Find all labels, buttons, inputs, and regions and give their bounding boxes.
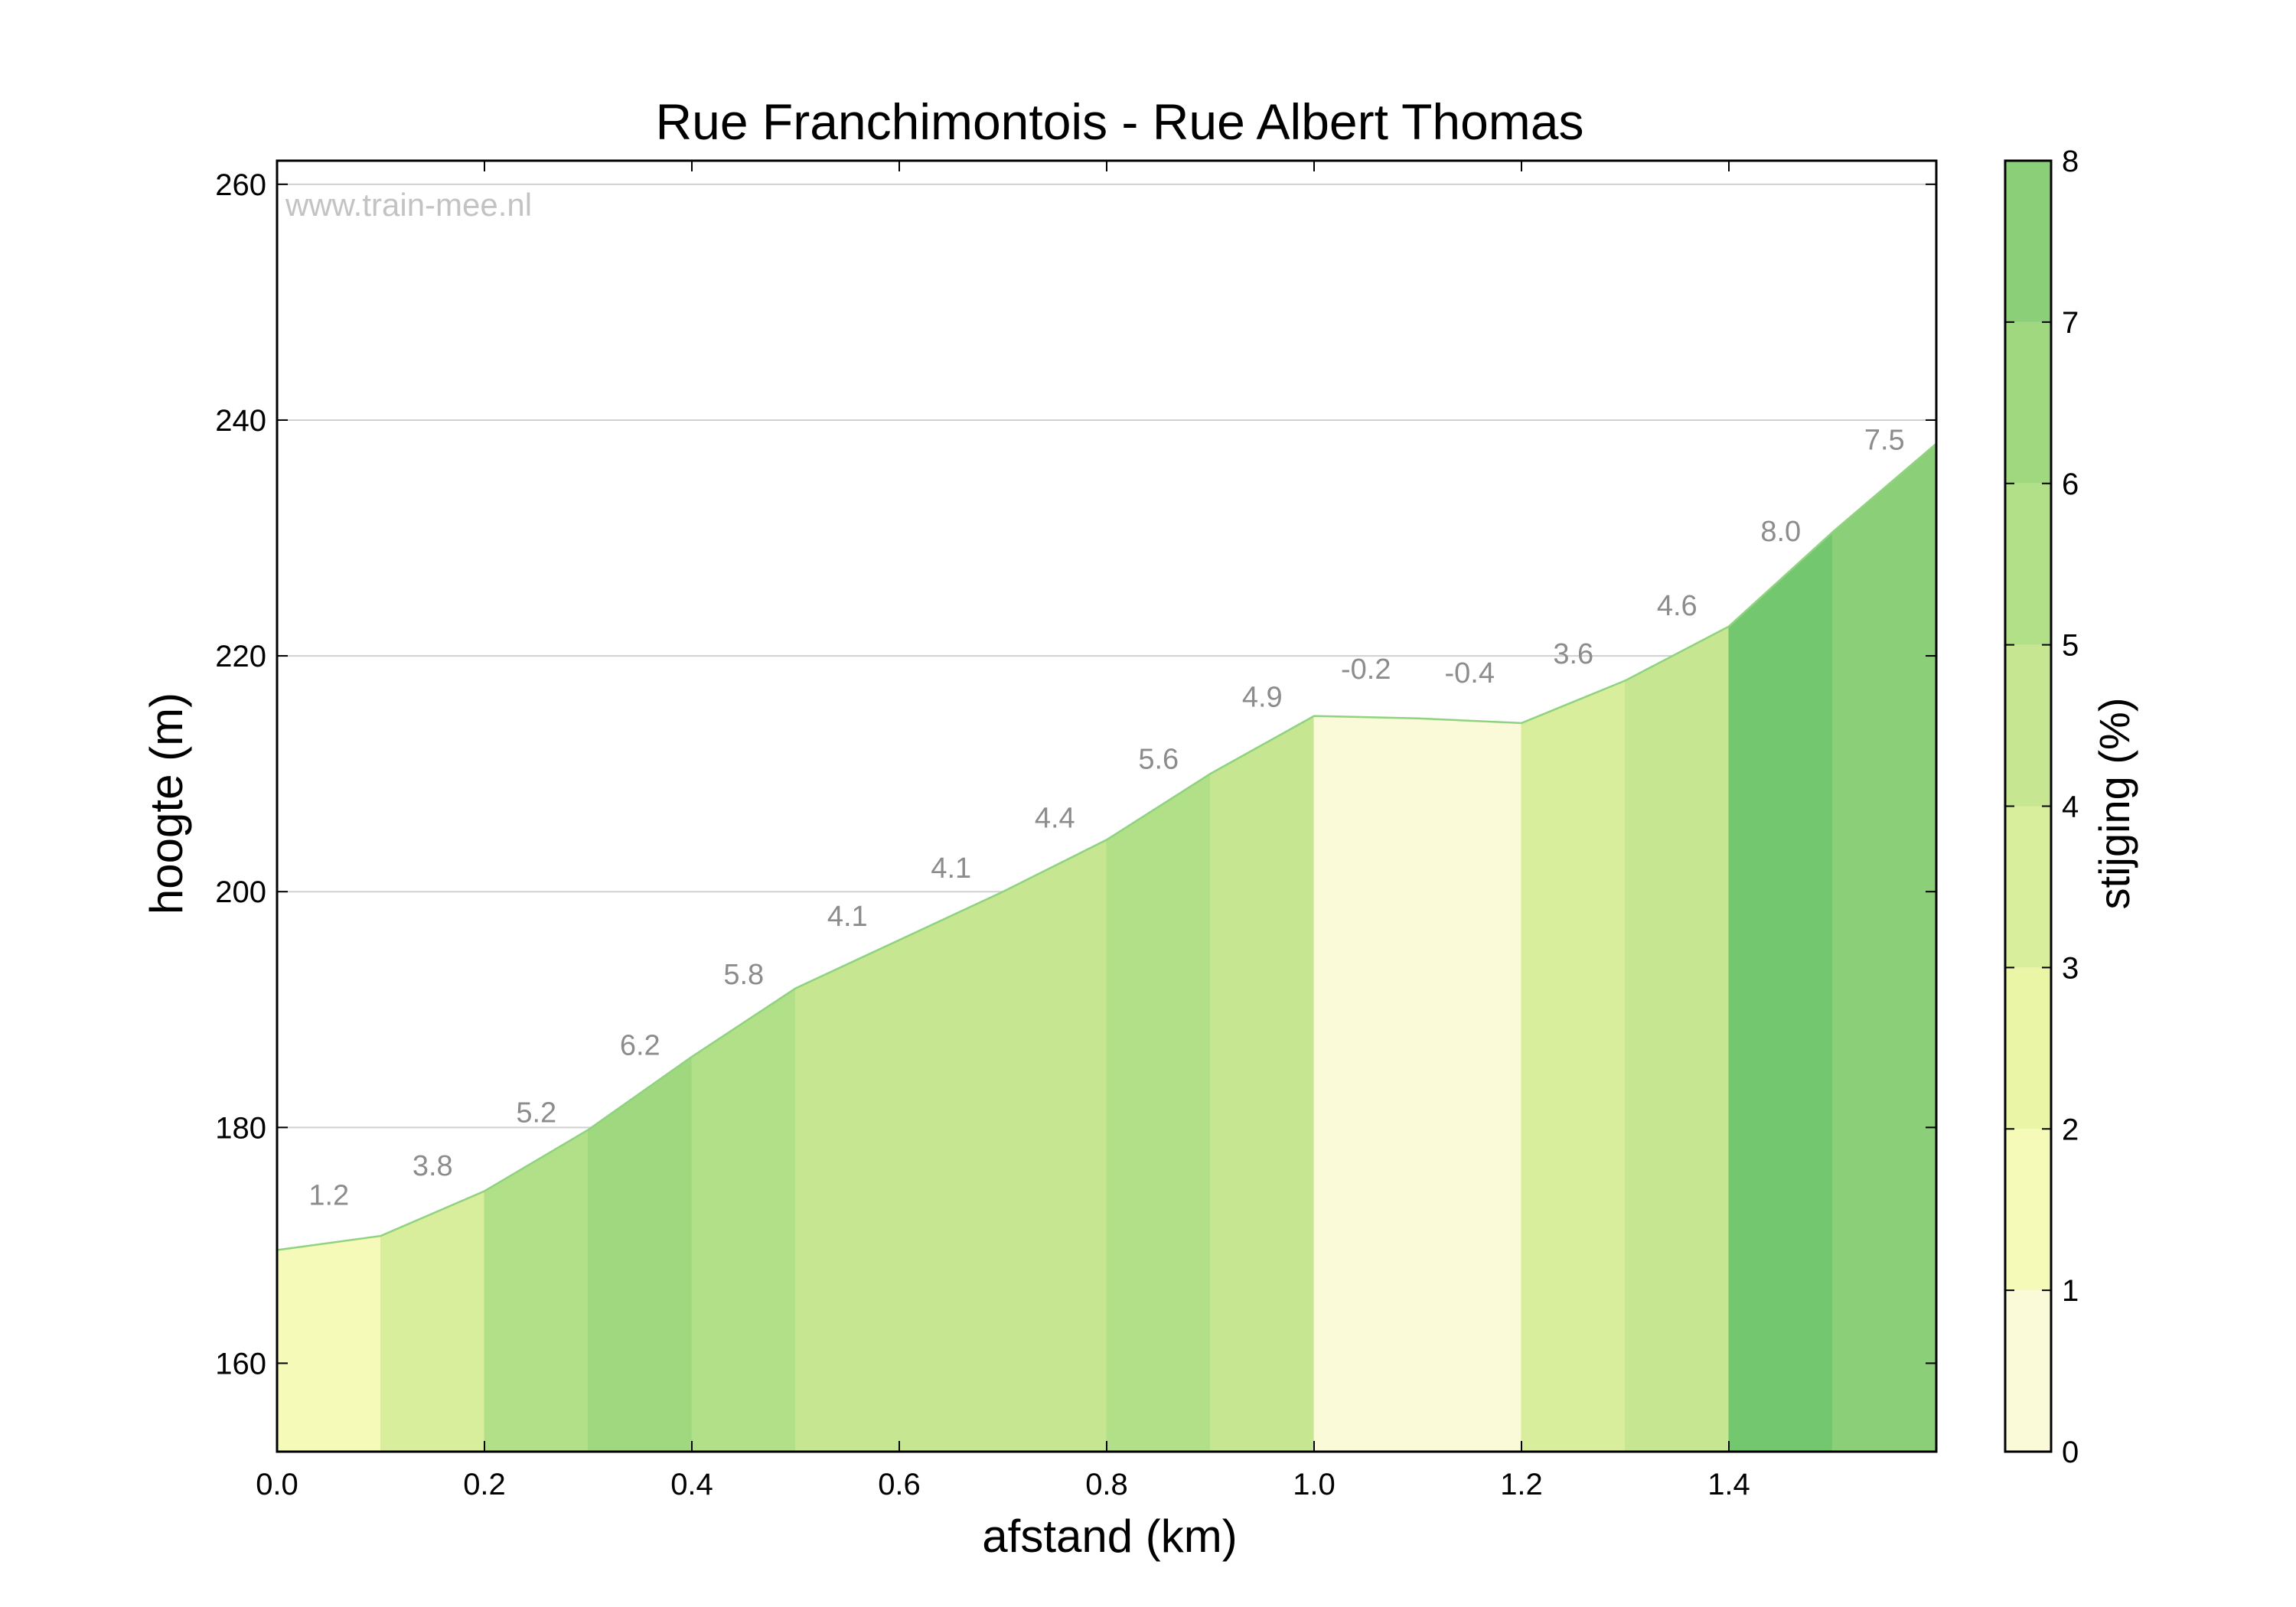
x-tick-label: 1.2	[1500, 1468, 1543, 1501]
x-tick-label: 1.0	[1293, 1468, 1336, 1501]
x-tick-label: 0.8	[1085, 1468, 1128, 1501]
y-tick-label: 240	[215, 404, 266, 438]
colorbar-band	[2005, 161, 2051, 322]
colorbar-tick-label: 4	[2062, 790, 2079, 824]
grade-label: 3.8	[413, 1150, 453, 1182]
grade-label: -0.2	[1341, 654, 1391, 686]
profile-segment	[1417, 718, 1522, 1452]
colorbar-label: stijging (%)	[2090, 698, 2138, 910]
colorbar-band	[2005, 321, 2051, 484]
colorbar-tick-label: 8	[2062, 145, 2079, 178]
grade-label: 3.6	[1553, 638, 1593, 670]
profile-segment	[276, 1235, 381, 1452]
colorbar-band	[2005, 1290, 2051, 1452]
colorbar-band	[2005, 1129, 2051, 1291]
x-tick-label: 0.6	[878, 1468, 921, 1501]
colorbar-tick-label: 3	[2062, 951, 2079, 985]
y-axis-label: hoogte (m)	[141, 693, 192, 914]
grade-label: 6.2	[620, 1030, 660, 1062]
y-tick-label: 220	[215, 640, 266, 673]
profile-segment	[1210, 715, 1315, 1452]
profile-segment	[1832, 442, 1937, 1452]
watermark: www.train-mee.nl	[285, 187, 532, 223]
y-tick-label: 260	[215, 168, 266, 202]
profile-segment	[899, 891, 1003, 1452]
x-tick-label: 1.4	[1707, 1468, 1750, 1501]
colorbar-band	[2005, 483, 2051, 645]
profile-segment	[1106, 773, 1211, 1452]
colorbar-tick-label: 1	[2062, 1274, 2079, 1308]
axes: 0.0 0.2 0.4 0.6 0.8 1.0 1.2 1.4 160 180 200 220 240 2…	[215, 159, 1938, 1501]
colorbar-band	[2005, 806, 2051, 968]
y-tick-label: 180	[215, 1111, 266, 1145]
plot-area: 1.2 3.8 5.2 6.2 5.8 4.1 4.1 4.4 5.6 4.9 -0.2 -0.4 3.…	[276, 183, 1937, 1452]
colorbar-tick-label: 0	[2062, 1436, 2079, 1469]
profile-segment	[1313, 715, 1418, 1452]
grade-label: 5.8	[723, 959, 764, 991]
colorbar-tick-label: 6	[2062, 468, 2079, 501]
grade-label: 1.2	[308, 1179, 349, 1211]
colorbar-tick-label: 5	[2062, 629, 2079, 663]
x-tick-label: 0.4	[670, 1468, 713, 1501]
grade-label: 4.1	[931, 852, 971, 885]
grade-label: 7.5	[1864, 425, 1905, 457]
x-tick-label: 0.2	[463, 1468, 506, 1501]
y-tick-label: 160	[215, 1347, 266, 1380]
x-tick-label: 0.0	[256, 1468, 298, 1501]
profile-segment	[1728, 531, 1833, 1452]
grade-label: 8.0	[1760, 516, 1801, 548]
grade-label: 4.9	[1242, 681, 1283, 713]
x-axis-label: afstand (km)	[982, 1511, 1237, 1562]
colorbar: 0 1 2 3 4 5 6 7 8	[2004, 145, 2079, 1469]
grade-label: 5.6	[1138, 743, 1179, 775]
grade-label: 4.6	[1657, 590, 1698, 622]
grade-label: 5.2	[516, 1097, 556, 1129]
colorbar-band	[2005, 967, 2051, 1129]
profile-segment	[795, 939, 900, 1452]
colorbar-tick-label: 7	[2062, 306, 2079, 340]
colorbar-band	[2005, 644, 2051, 807]
colorbar-tick-label: 2	[2062, 1113, 2079, 1146]
grade-label: 4.1	[827, 901, 868, 933]
profile-segment	[691, 987, 796, 1452]
profile-line	[276, 442, 1937, 1251]
grade-label: -0.4	[1445, 657, 1495, 689]
profile-segment	[1625, 625, 1730, 1452]
profile-segment	[1521, 680, 1626, 1452]
y-tick-label: 200	[215, 875, 266, 909]
profile-segment	[1003, 839, 1107, 1452]
chart-title: Rue Franchimontois - Rue Albert Thomas	[656, 93, 1584, 150]
grade-label: 4.4	[1035, 802, 1075, 834]
